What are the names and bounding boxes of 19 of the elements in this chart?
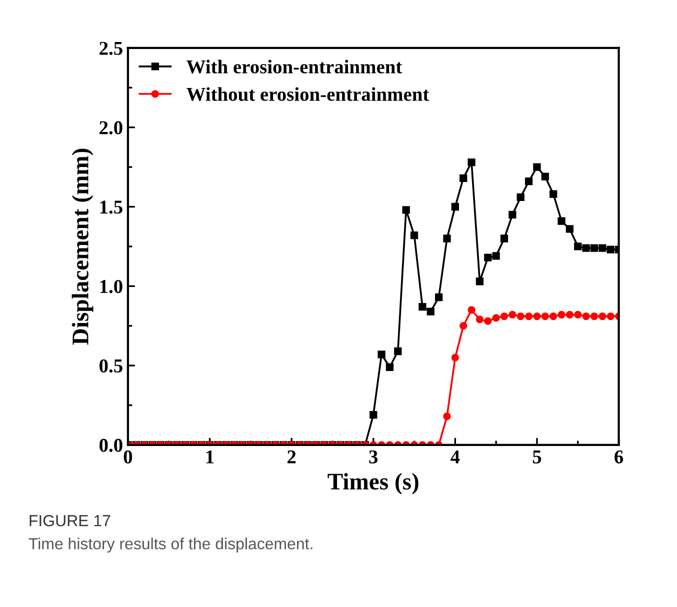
x-tick-label: 4 xyxy=(450,450,460,464)
x-tick-label: 5 xyxy=(532,450,542,464)
x-tick-label: 2 xyxy=(288,450,296,464)
y-tick-label: 0.0 xyxy=(100,438,122,452)
x-tick-label: 6 xyxy=(614,450,624,464)
x-tick-label: 0 xyxy=(124,450,132,464)
y-tick-label: 1.5 xyxy=(100,200,122,214)
text: Time history results of the displacement. xyxy=(28,538,312,553)
y-tick-label: 0.5 xyxy=(100,359,122,373)
y-tick-label: 2.0 xyxy=(100,121,122,134)
legend-label: Without erosion-entrainment xyxy=(186,87,430,101)
y-tick-label: 1.0 xyxy=(100,280,122,294)
y-axis-title: Displacement (mm) xyxy=(72,148,94,345)
x-tick-label: 1 xyxy=(206,450,214,464)
x-axis-title: Times (s) xyxy=(328,472,418,494)
legend-label: With erosion-entrainment xyxy=(186,60,402,74)
caption: FIGURE 17 xyxy=(30,514,110,526)
x-tick-label: 3 xyxy=(369,450,378,464)
y-tick-label: 2.5 xyxy=(100,42,122,55)
